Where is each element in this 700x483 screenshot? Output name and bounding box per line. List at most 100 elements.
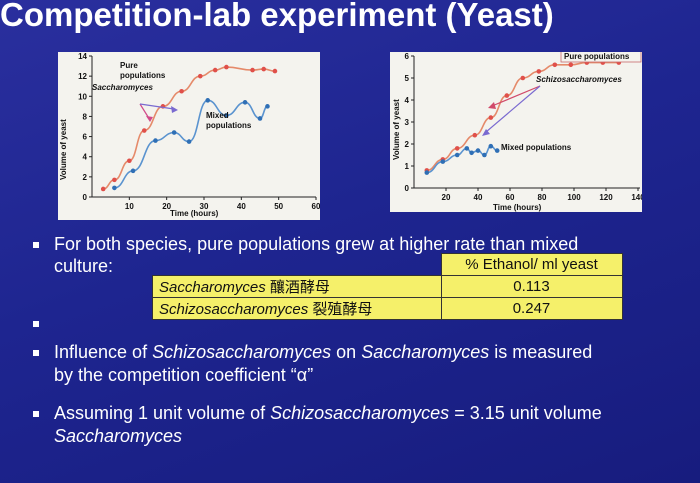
arrowhead-pure [488,102,496,109]
mixed-population-point [440,159,446,164]
arrowhead-mixed [482,129,490,136]
table-row: Saccharomyces 釀酒酵母 0.113 [152,275,623,298]
slide-title: Competition-lab experiment (Yeast) [0,0,554,33]
bullet-4-line-1: Assuming 1 unit volume of Schizosaccharo… [54,403,602,423]
x-tick-label: 20 [442,193,451,202]
left-annot-species: Saccharomyces [92,83,153,92]
mixed-population-curve [426,145,498,174]
left-xlabel: Time (hours) [170,209,219,218]
arrow-to-pure [491,85,541,107]
y-tick-label: 12 [78,72,87,81]
right-annot-species: Schizosaccharomyces [536,75,622,84]
mixed-population-point [494,148,500,153]
bullet-4-line-2: Saccharomyces [54,426,183,446]
arrowhead-pure [146,116,153,122]
pure-population-point [454,146,460,151]
pure-population-point [141,128,147,133]
bullet-1-line-1: For both species, pure populations grew … [54,234,579,254]
x-tick-label: 60 [506,193,515,202]
x-tick-label: 40 [237,202,246,211]
x-tick-label: 20 [162,202,171,211]
x-tick-label: 100 [567,193,581,202]
table-row: Schizosaccharomyces 裂殖酵母 0.247 [152,297,623,320]
pure-population-point [250,67,255,73]
mixed-population-point [265,104,270,109]
arrow-to-mixed [485,85,541,133]
right-annot-mixed: Mixed populations [501,143,572,152]
chart-saccharomyces-svg: 0 2 4 6 8 10 12 14 10 20 30 40 50 60 Volume of yeast… [59,52,320,218]
bullet-marker-1 [33,242,39,248]
mixed-population-point [469,150,474,156]
chart-schizosaccharomyces-svg: 0 1 2 3 4 5 6 20 40 60 80 100 120 140 Volume of yeas… [392,52,642,212]
bullet-marker-2 [33,321,39,327]
pure-population-point [100,186,106,192]
y-tick-label: 2 [83,173,88,182]
mixed-population-point [171,130,177,135]
y-tick-label: 3 [405,118,410,127]
right-xlabel: Time (hours) [493,203,542,212]
chart-schizosaccharomyces: 0 1 2 3 4 5 6 20 40 60 80 100 120 140 Volume of yeas… [390,52,642,212]
bullet-marker-4 [33,411,39,417]
pure-population-point [488,115,494,120]
mixed-population-point [130,168,136,174]
pure-population-point [127,158,132,164]
pure-population-point [272,68,278,74]
pure-population-point [552,62,558,68]
bullet-1-line-2: culture: [54,256,114,276]
bullet-3-line-2: by the competition coefficient “α” [54,365,314,385]
table-cell-species: Schizosaccharomyces 裂殖酵母 [152,297,442,320]
left-annot-pure-2: populations [120,71,166,80]
pure-population-point [197,73,203,79]
pure-population-point [504,93,510,98]
mixed-population-point [424,170,430,175]
x-tick-label: 50 [274,202,283,211]
mixed-population-curve [114,99,268,189]
ethanol-table-header: % Ethanol/ ml yeast [440,253,623,276]
arrow-to-mixed [139,103,175,110]
mixed-population-point [257,116,263,121]
table-cell-value: 0.247 [440,297,623,320]
mixed-population-point [224,113,229,118]
y-tick-label: 1 [405,162,410,171]
right-ylabel: Volume of yeast [392,99,401,160]
arrowhead-mixed [171,106,178,113]
pure-population-point [472,132,478,138]
x-tick-label: 10 [125,202,134,211]
y-tick-label: 10 [78,92,87,101]
bullet-3-line-1: Influence of Schizosaccharomyces on Sacc… [54,342,593,362]
pure-population-point [179,88,184,94]
pure-population-point [536,69,542,74]
mixed-population-point [242,100,248,105]
x-tick-label: 140 [631,193,642,202]
mixed-population-point [464,146,470,151]
y-tick-label: 5 [405,74,410,83]
y-tick-label: 0 [83,193,88,202]
mixed-population-point [488,143,494,149]
mixed-population-point [112,185,117,191]
mixed-population-point [454,152,460,158]
mixed-population-point [186,139,192,144]
x-tick-label: 120 [599,193,613,202]
mixed-population-point [475,148,481,153]
bullet-marker-3 [33,350,39,356]
mixed-population-point [153,138,158,143]
pure-population-point [568,62,574,68]
pure-population-point [112,177,117,183]
pure-population-point [261,66,267,72]
table-cell-species: Saccharomyces 釀酒酵母 [152,275,442,298]
y-tick-label: 6 [83,133,88,142]
left-annot-pure-1: Pure [120,61,138,70]
right-annot-pure: Pure populations [564,52,630,61]
pure-population-point [520,75,526,81]
y-tick-label: 4 [405,96,410,105]
y-tick-label: 8 [83,112,88,121]
y-tick-label: 4 [83,153,88,162]
y-tick-label: 6 [405,52,410,61]
mixed-population-point [205,98,211,103]
y-tick-label: 2 [405,140,410,149]
left-annot-mixed-2: populations [206,121,252,130]
y-tick-label: 14 [78,52,87,61]
y-tick-label: 0 [405,184,410,193]
x-tick-label: 80 [538,193,547,202]
x-tick-label: 40 [474,193,483,202]
